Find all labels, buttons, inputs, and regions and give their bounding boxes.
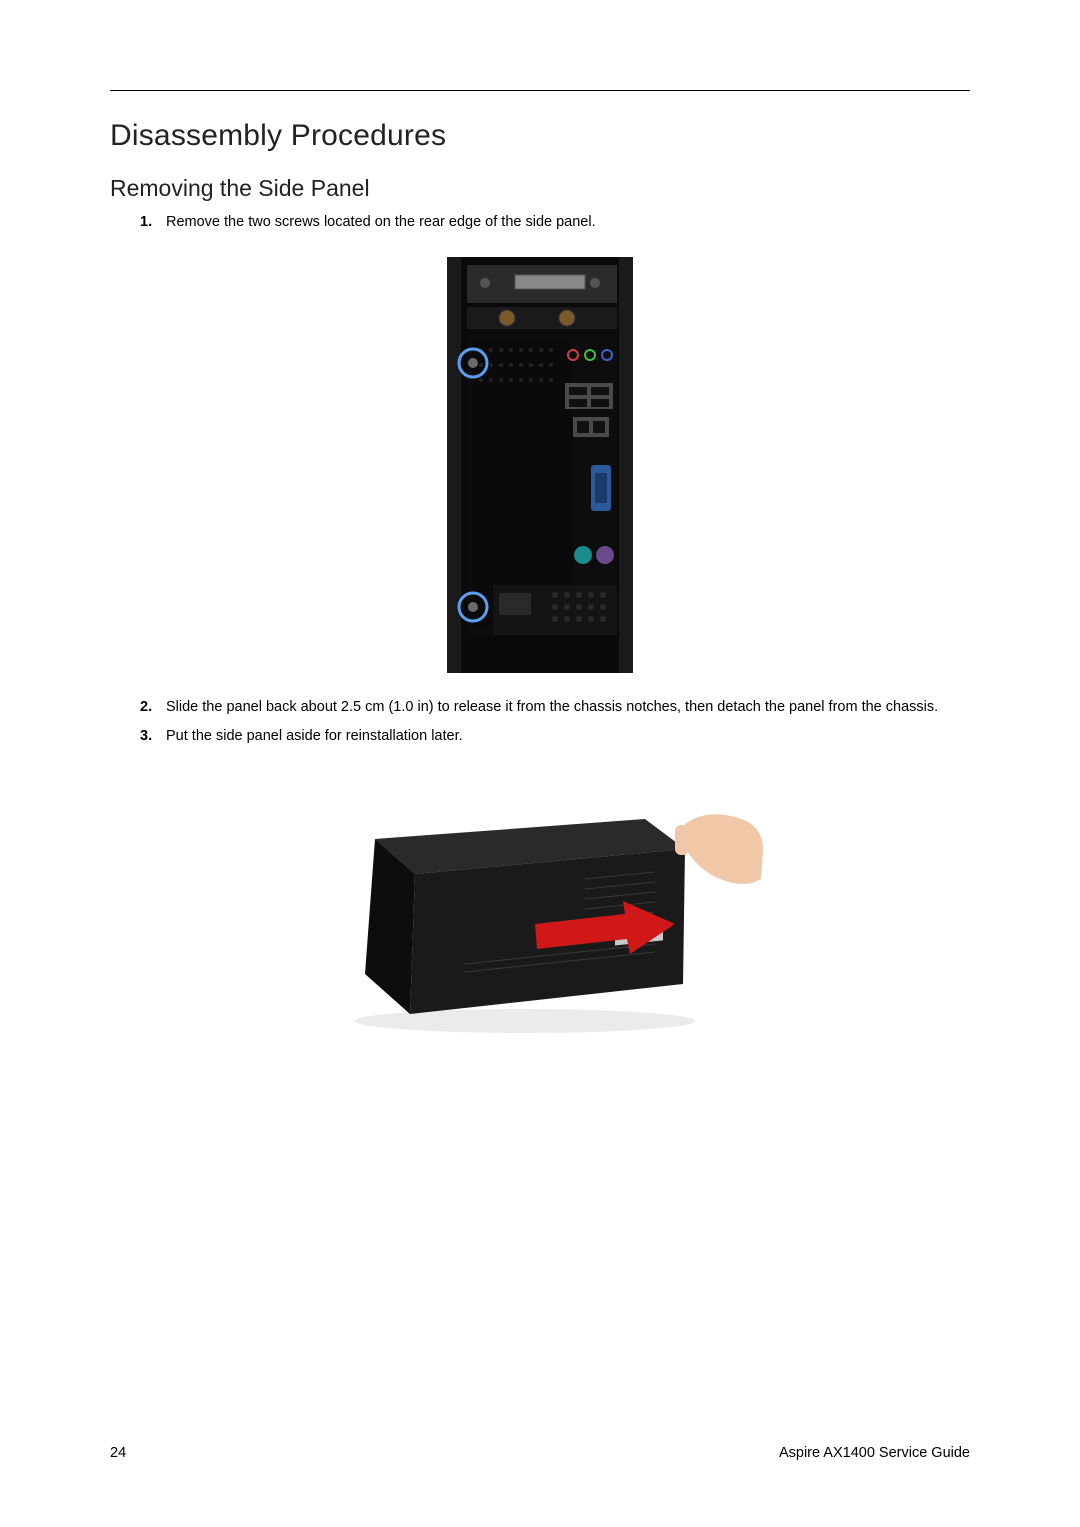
figure-2: [110, 769, 970, 1049]
step-list-2: 2. Slide the panel back about 2.5 cm (1.…: [110, 697, 970, 747]
heading-1: Disassembly Procedures: [110, 119, 970, 153]
page-number: 24: [110, 1445, 126, 1461]
step-2: 2. Slide the panel back about 2.5 cm (1.…: [110, 697, 970, 718]
top-rule: [110, 90, 970, 91]
step-3: 3. Put the side panel aside for reinstal…: [110, 726, 970, 747]
hand-icon: [675, 814, 763, 884]
side-panel-removal-illustration: [315, 769, 765, 1049]
figure-1: [110, 255, 970, 675]
step-1: 1. Remove the two screws located on the …: [110, 212, 970, 233]
step-text: Slide the panel back about 2.5 cm (1.0 i…: [166, 697, 970, 718]
rear-chassis-illustration: [445, 255, 635, 675]
step-text: Put the side panel aside for reinstallat…: [166, 726, 970, 747]
doc-title: Aspire AX1400 Service Guide: [779, 1445, 970, 1461]
heading-2: Removing the Side Panel: [110, 175, 970, 202]
step-list: 1. Remove the two screws located on the …: [110, 212, 970, 233]
step-num: 1.: [140, 212, 166, 233]
step-num: 2.: [140, 697, 166, 718]
page-footer: 24 Aspire AX1400 Service Guide: [110, 1445, 970, 1461]
step-num: 3.: [140, 726, 166, 747]
step-text: Remove the two screws located on the rea…: [166, 212, 970, 233]
